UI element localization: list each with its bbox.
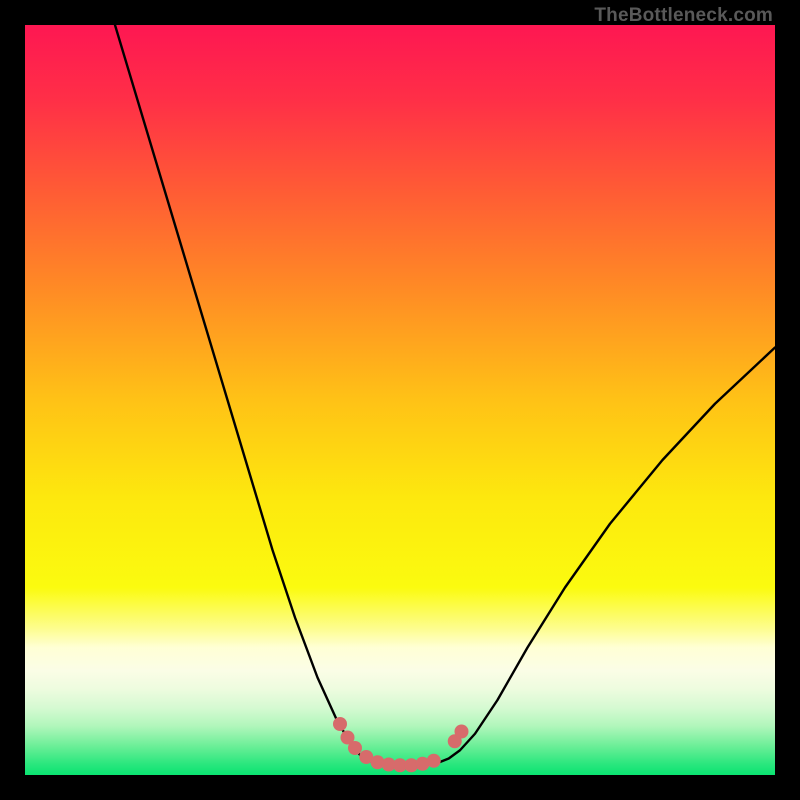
chart-area xyxy=(25,25,775,775)
chart-svg xyxy=(25,25,775,775)
trough-marker xyxy=(427,754,441,768)
chart-background xyxy=(25,25,775,775)
watermark-text: TheBottleneck.com xyxy=(594,5,773,27)
trough-marker xyxy=(348,741,362,755)
trough-marker xyxy=(333,717,347,731)
trough-marker xyxy=(455,725,469,739)
